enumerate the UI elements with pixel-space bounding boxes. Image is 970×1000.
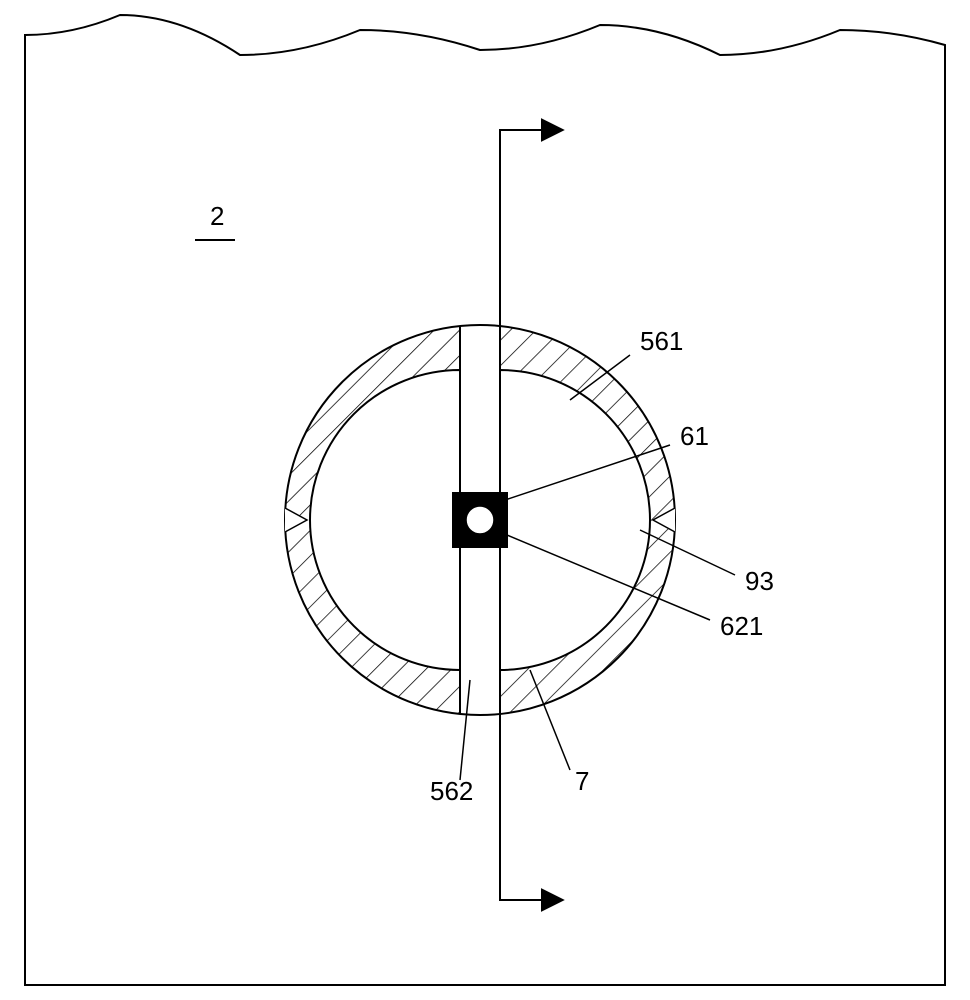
center-circle	[466, 506, 494, 534]
label-text: 561	[640, 326, 683, 356]
label-text: 7	[575, 766, 589, 796]
diagram-canvas: 2 561 61 93 621 7 562	[0, 0, 970, 1000]
label-text: 2	[210, 201, 224, 231]
label-text: 61	[680, 421, 709, 451]
label-text: 93	[745, 566, 774, 596]
label-text: 621	[720, 611, 763, 641]
label-text: 562	[430, 776, 473, 806]
